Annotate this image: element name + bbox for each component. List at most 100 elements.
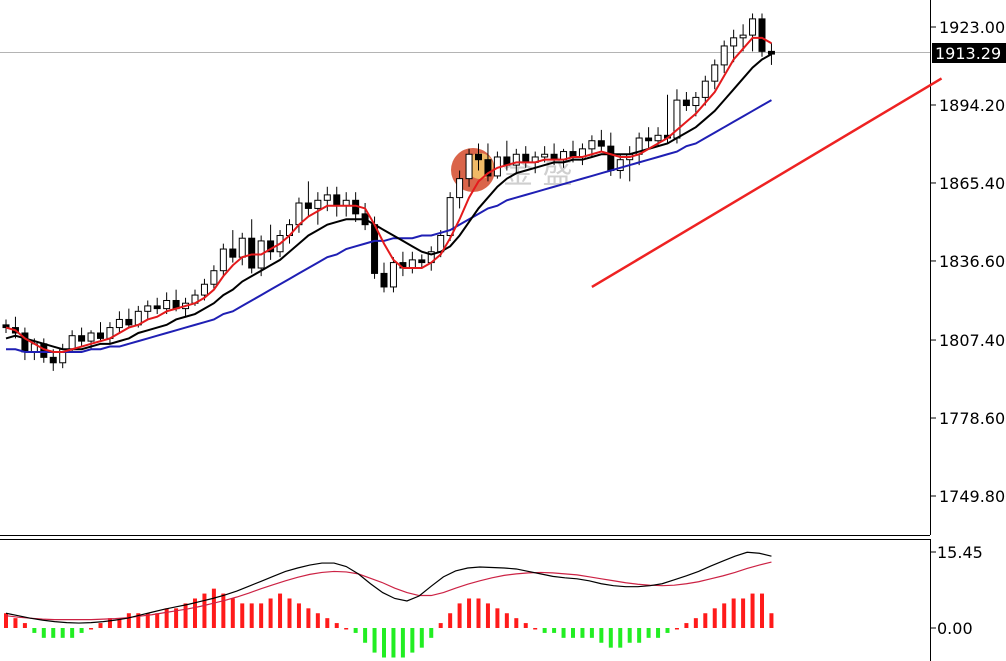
candle-bearish: [371, 224, 379, 274]
macd-bar-negative: [627, 628, 632, 643]
ma-fast-line: [5, 36, 772, 353]
macd-bar-positive: [193, 598, 197, 628]
candle-bullish: [616, 159, 624, 172]
macd-bar-positive: [741, 598, 746, 628]
candle-bullish: [711, 64, 719, 82]
macd-bar-positive: [722, 603, 727, 628]
macd-bar-positive: [259, 603, 264, 628]
candle-bullish: [87, 332, 95, 342]
candle-bearish: [229, 248, 237, 258]
ma-slow-line: [6, 99, 772, 353]
macd-bar-positive: [155, 613, 160, 628]
macd-bar-negative: [32, 628, 37, 633]
candle-bullish: [389, 262, 397, 288]
macd-bar-positive: [731, 598, 736, 628]
macd-bar-negative: [372, 628, 377, 653]
macd-bar-negative: [589, 628, 594, 638]
macd-bar-positive: [98, 623, 103, 628]
price-tick-label: 1894.20: [939, 96, 1005, 115]
macd-bar-negative: [618, 628, 623, 648]
macd-bar-positive: [684, 623, 689, 628]
macd-bar-positive: [22, 623, 27, 628]
macd-bar-positive: [476, 598, 481, 628]
macd-bar-positive: [145, 613, 150, 628]
macd-bar-positive: [344, 628, 349, 630]
macd-bar-positive: [221, 593, 226, 628]
macd-bar-positive: [4, 613, 8, 628]
macd-bar-negative: [665, 628, 670, 633]
macd-bar-positive: [712, 608, 717, 628]
macd-bar-negative: [400, 628, 405, 658]
macd-bar-positive: [211, 588, 216, 628]
candle-bearish: [484, 159, 492, 177]
candle-bullish: [720, 45, 728, 66]
macd-bar-negative: [637, 628, 642, 643]
macd-bar-negative: [70, 628, 75, 638]
trendline-layer: [591, 77, 943, 289]
candle-bearish: [333, 194, 341, 207]
macd-bar-negative: [382, 628, 386, 658]
macd-bar-positive: [325, 618, 330, 628]
ma-mid-line: [5, 53, 772, 351]
macd-bar-negative: [599, 628, 604, 643]
candle-bullish: [323, 194, 331, 201]
candle-bullish: [238, 237, 246, 258]
candle-bullish: [692, 96, 700, 107]
candle-bearish: [380, 272, 388, 288]
macd-bar-negative: [60, 628, 65, 638]
indicator-tick-label: 15.45: [937, 543, 983, 562]
price-tick-label: 1865.40: [939, 174, 1005, 193]
candle-bullish: [456, 178, 464, 199]
macd-bar-negative: [51, 628, 56, 638]
macd-bar-positive: [750, 593, 755, 628]
dif-line: [5, 551, 772, 624]
candle-bearish: [153, 305, 161, 310]
macd-bar-positive: [769, 613, 774, 628]
macd-bar-positive: [230, 598, 235, 628]
candle-bearish: [767, 50, 775, 55]
macd-bar-positive: [306, 608, 311, 628]
macd-bar-positive: [278, 593, 283, 628]
macd-bar-negative: [580, 628, 585, 638]
candle-bullish: [541, 153, 549, 158]
macd-bar-negative: [79, 628, 84, 633]
macd-bar-negative: [542, 628, 547, 633]
macd-bar-negative: [353, 628, 358, 633]
price-tick-label: 1749.80: [939, 487, 1005, 506]
candle-bullish: [68, 335, 76, 350]
macd-bar-positive: [249, 603, 254, 628]
candle-bullish: [210, 270, 218, 285]
candle-bearish: [248, 237, 256, 269]
macd-bar-positive: [126, 613, 131, 628]
candle-bullish: [219, 248, 227, 272]
macd-bar-positive: [164, 608, 169, 628]
indicator-axis: 15.45 0.00: [930, 543, 983, 638]
macd-bar-negative: [419, 628, 424, 648]
candle-bearish: [597, 140, 605, 147]
macd-bar-positive: [495, 608, 500, 628]
candle-bullish: [295, 202, 303, 226]
candle-bullish: [163, 299, 171, 310]
dea-line: [5, 561, 772, 621]
macd-bar-positive: [136, 613, 141, 628]
macd-bar-positive: [523, 623, 528, 628]
candle-bullish: [144, 305, 152, 312]
macd-bar-negative: [429, 628, 434, 638]
macd-bar-positive: [457, 603, 462, 628]
macd-bar-positive: [174, 608, 179, 628]
candle-bearish: [475, 153, 482, 161]
price-tick-label: 1807.40: [939, 331, 1005, 350]
candle-bullish: [115, 318, 123, 329]
macd-bar-positive: [202, 593, 207, 628]
current-price-label: 1913.29: [935, 44, 1001, 63]
moving-average-lines: [5, 36, 772, 353]
candle-bullish: [701, 80, 709, 98]
macd-bar-positive: [183, 603, 188, 628]
macd-bar-positive: [467, 598, 472, 628]
price-tick-label: 1778.60: [939, 409, 1005, 428]
macd-bar-negative: [410, 628, 415, 653]
candle-bullish: [446, 197, 454, 237]
candle-bullish: [588, 140, 596, 150]
candle-bearish: [418, 259, 426, 264]
macd-bar-positive: [514, 618, 519, 628]
